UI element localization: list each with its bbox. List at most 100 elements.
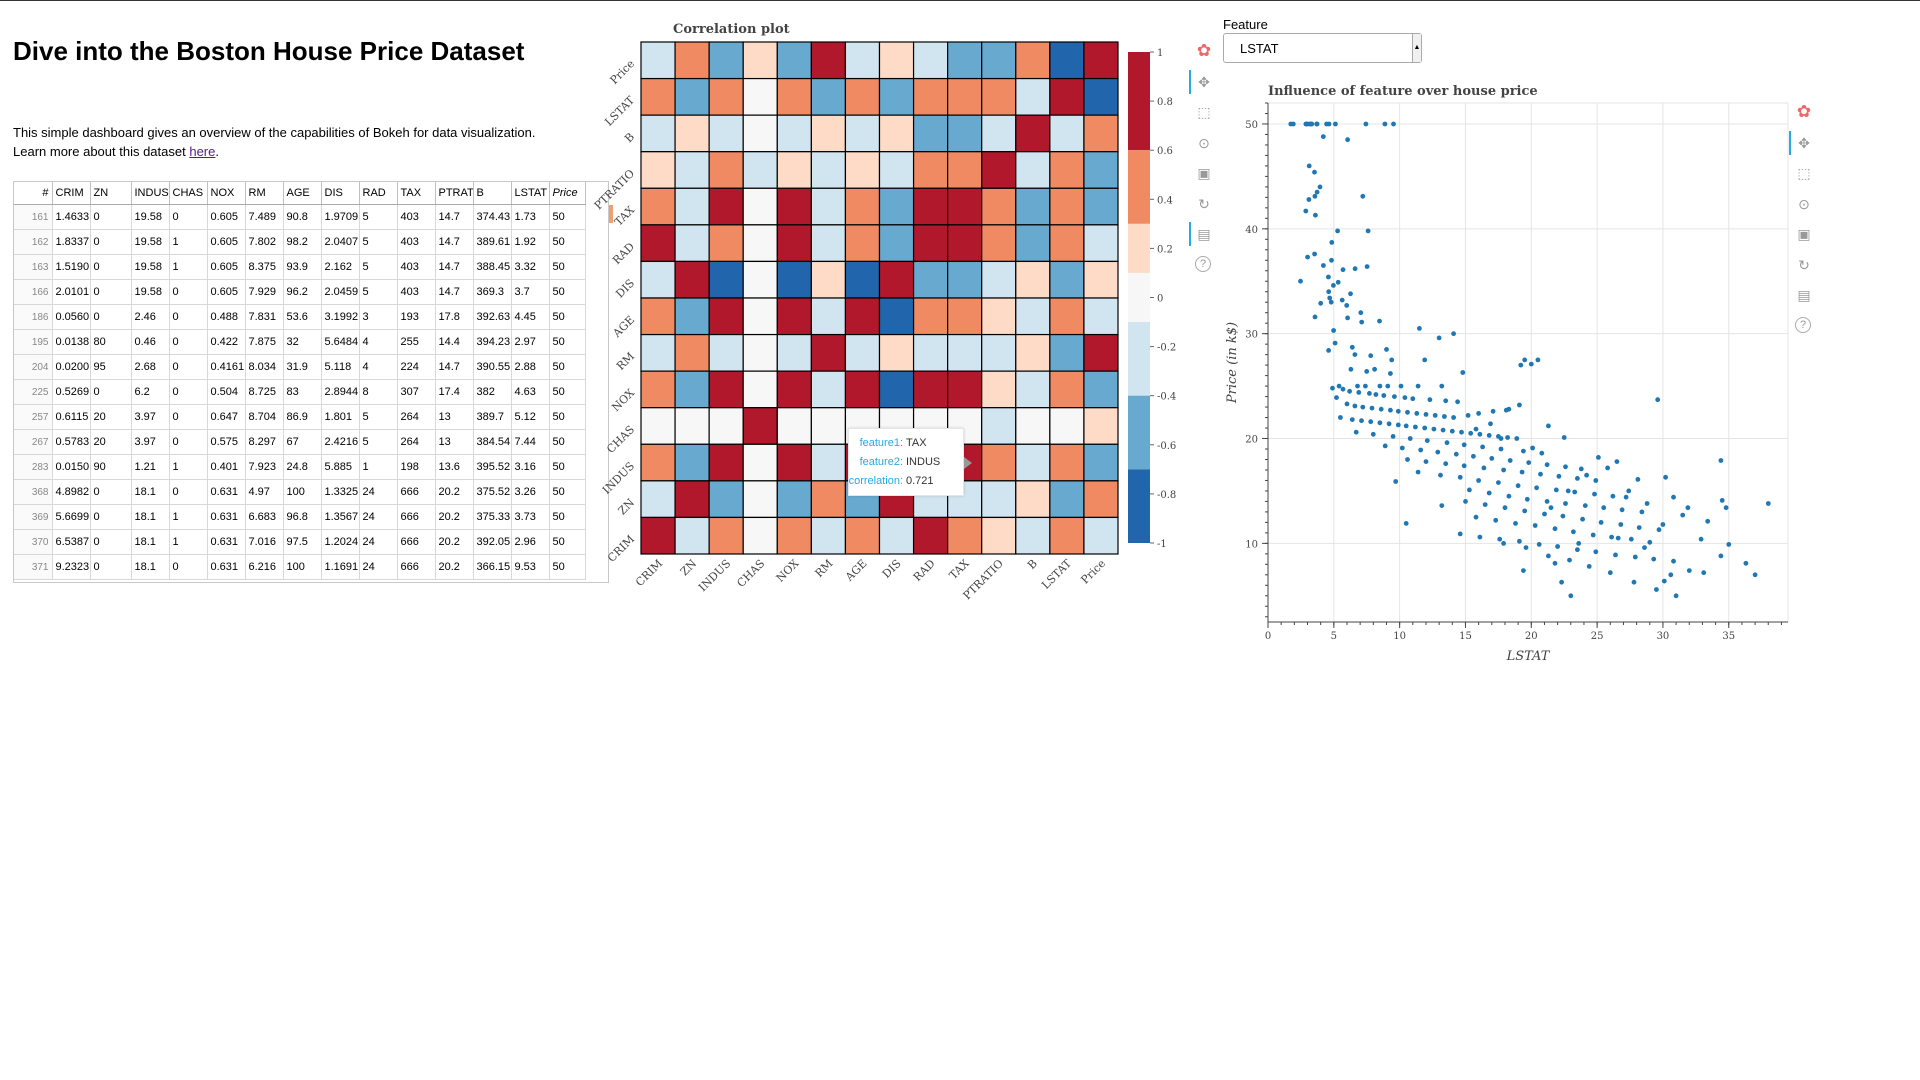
scatter-point[interactable] [1360,404,1366,410]
table-cell[interactable]: 96.8 [283,504,322,530]
scatter-point[interactable] [1402,395,1408,400]
scatter-point[interactable] [1356,390,1362,395]
table-cell[interactable]: 8.704 [245,404,284,430]
bokeh-logo-icon[interactable]: ✿ [1796,102,1812,121]
heatmap-cell[interactable] [844,77,881,116]
table-cell[interactable]: 5.12 [511,404,550,430]
table-cell[interactable]: 389.7 [473,404,512,430]
table-cell[interactable]: 90.8 [283,204,322,230]
scatter-point[interactable] [1486,433,1492,438]
table-cell[interactable]: 0.0560 [52,304,91,330]
table-cell[interactable]: 0.631 [207,554,246,580]
table-cell[interactable]: 382 [473,379,512,405]
scatter-point[interactable] [1359,319,1365,325]
heatmap-cell[interactable] [708,516,744,555]
scatter-point[interactable] [1671,558,1676,564]
column-header-lstat[interactable]: LSTAT [511,182,550,205]
scatter-point[interactable] [1651,556,1657,562]
scatter-plot[interactable]: Influence of feature over house price 0 5 1… [1225,84,1789,664]
scatter-point[interactable] [1344,303,1350,308]
scatter-point[interactable] [1369,405,1375,411]
scatter-point[interactable] [1309,121,1315,127]
scatter-point[interactable] [1352,266,1358,272]
heatmap-cell[interactable] [878,224,915,263]
row-index-cell[interactable]: 370 [14,529,53,555]
heatmap-cell[interactable] [844,151,881,189]
scatter-point[interactable] [1461,463,1467,469]
row-index-cell[interactable]: 371 [14,554,53,580]
heatmap-cell[interactable] [674,187,710,226]
scatter-point[interactable] [1405,409,1410,415]
heatmap-cell[interactable] [674,41,710,80]
scatter-point[interactable] [1349,417,1355,422]
scatter-point[interactable] [1521,568,1526,573]
scatter-point[interactable] [1331,283,1336,288]
scatter-point[interactable] [1639,509,1645,515]
heatmap-cell[interactable] [912,114,949,153]
heatmap-cell[interactable] [640,114,676,153]
heatmap-cell[interactable] [1083,114,1119,153]
table-cell[interactable]: 0 [90,504,132,530]
table-cell[interactable]: 0.631 [207,529,246,555]
table-cell[interactable]: 50 [549,554,586,580]
heatmap-cell[interactable] [708,370,744,409]
heatmap-cell[interactable] [1015,77,1051,116]
scatter-point[interactable] [1332,340,1338,346]
scatter-point[interactable] [1335,228,1340,234]
heatmap-cell[interactable] [912,516,949,555]
scatter-point[interactable] [1477,534,1483,540]
scatter-point[interactable] [1593,549,1599,555]
heatmap-cell[interactable] [844,297,881,336]
table-cell[interactable]: 2.0407 [321,229,360,255]
scatter-point[interactable] [1388,371,1393,376]
scatter-point[interactable] [1372,366,1377,372]
row-index-cell[interactable]: 166 [14,279,53,305]
row-index-cell[interactable]: 267 [14,429,53,455]
heatmap-cell[interactable] [981,77,1017,116]
heatmap-cell[interactable] [742,114,778,153]
table-cell[interactable]: 3.97 [131,429,170,455]
scatter-point[interactable] [1568,593,1574,599]
heatmap-cell[interactable] [776,114,812,153]
table-cell[interactable]: 255 [397,329,436,355]
row-index-cell[interactable]: 186 [14,304,53,330]
heatmap-cell[interactable] [742,516,778,555]
heatmap-cell[interactable] [1083,260,1119,299]
scatter-point[interactable] [1367,391,1372,396]
table-cell[interactable]: 100 [283,479,322,505]
scatter-point[interactable] [1507,458,1513,463]
heatmap-cell[interactable] [912,151,949,189]
table-cell[interactable]: 2.96 [511,529,550,555]
table-cell[interactable]: 403 [397,279,436,305]
scatter-point[interactable] [1598,520,1604,525]
heatmap-cell[interactable] [776,480,812,519]
row-index-cell[interactable]: 257 [14,404,53,430]
table-cell[interactable]: 2.8944 [321,379,360,405]
scatter-point[interactable] [1628,536,1634,542]
table-cell[interactable]: 50 [549,204,586,230]
heatmap-cell[interactable] [1015,260,1051,299]
scatter-point[interactable] [1560,513,1566,519]
scatter-point[interactable] [1368,353,1374,359]
scatter-point[interactable] [1415,469,1421,475]
scatter-point[interactable] [1524,496,1530,502]
heatmap-cell[interactable] [878,151,915,189]
heatmap-cell[interactable] [878,41,915,80]
scatter-point[interactable] [1377,318,1382,324]
table-cell[interactable]: 96.2 [283,279,322,305]
table-cell[interactable]: 0.5783 [52,429,91,455]
heatmap-cell[interactable] [708,260,744,299]
table-cell[interactable]: 8.034 [245,354,284,380]
scatter-point[interactable] [1496,480,1501,485]
table-scrollbar-thumb[interactable] [609,205,613,223]
heatmap-cell[interactable] [742,480,778,519]
heatmap-cell[interactable] [708,187,744,226]
table-cell[interactable]: 17.4 [435,379,474,405]
scatter-point[interactable] [1668,572,1674,578]
heatmap-cell[interactable] [776,370,812,409]
scatter-point[interactable] [1423,459,1429,464]
table-cell[interactable]: 7.831 [245,304,284,330]
scatter-point[interactable] [1382,121,1388,127]
scatter-point[interactable] [1631,579,1637,585]
scatter-point[interactable] [1312,251,1317,257]
